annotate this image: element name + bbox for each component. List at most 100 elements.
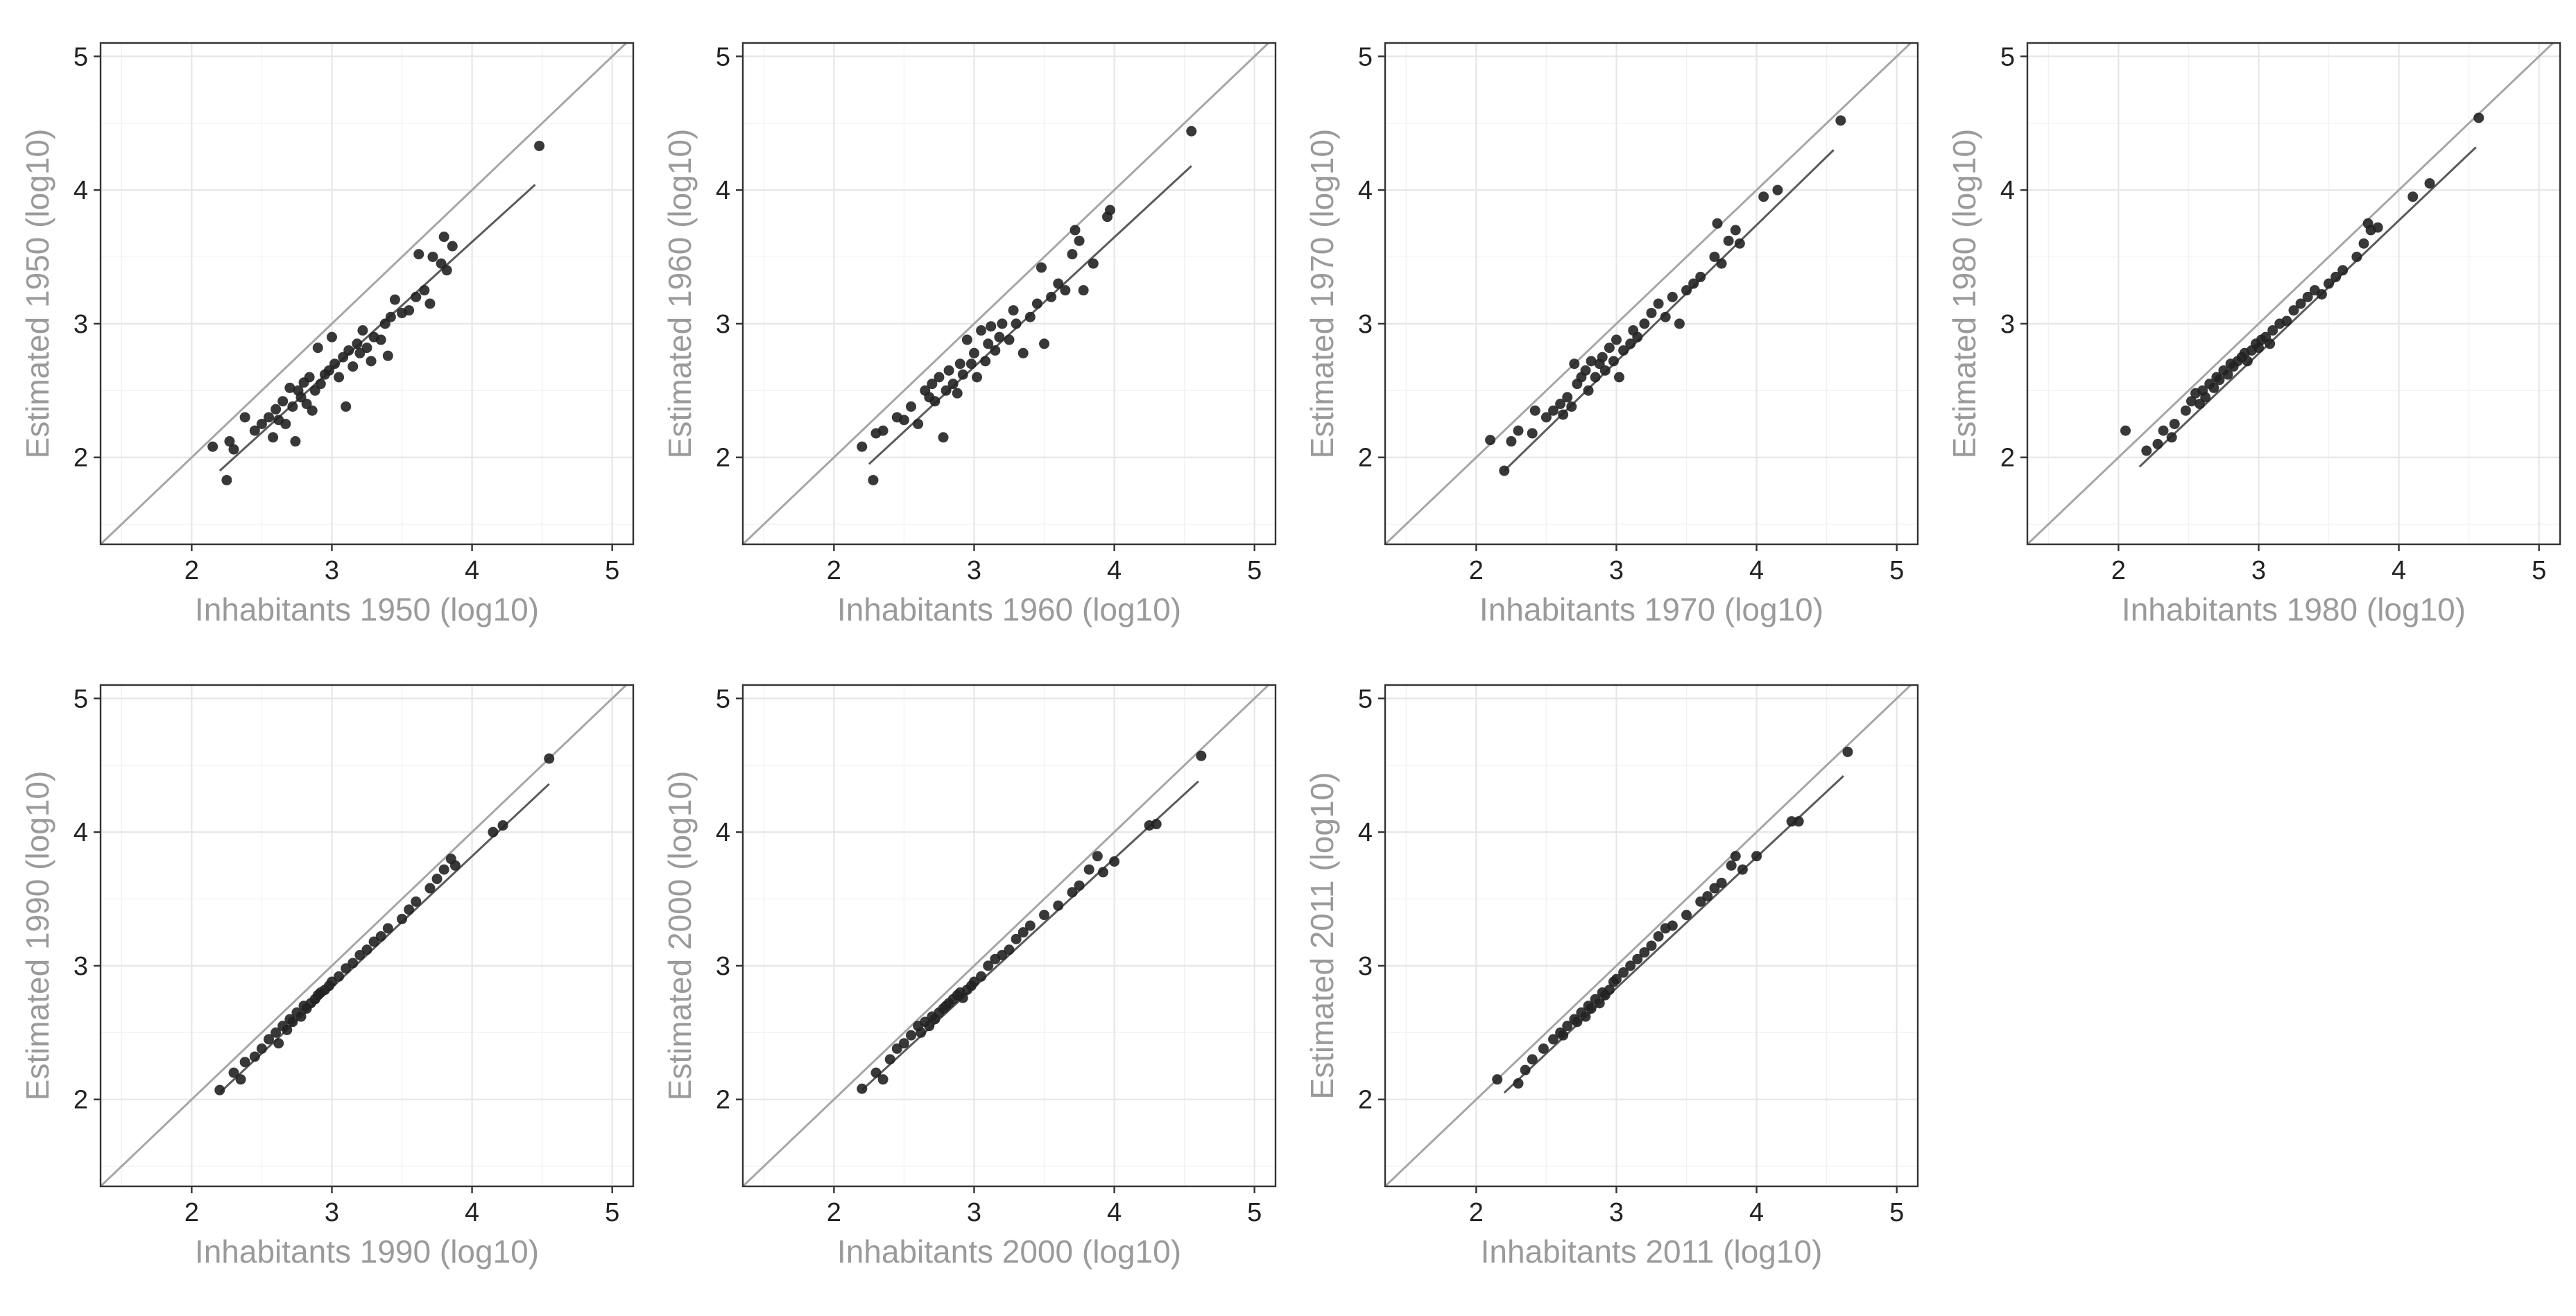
data-point	[913, 418, 924, 429]
data-point	[411, 291, 422, 302]
data-point	[1067, 887, 1078, 898]
data-point	[1151, 819, 1162, 830]
data-point	[273, 1038, 284, 1049]
data-point	[2180, 405, 2191, 416]
x-tick-label: 2	[827, 1198, 841, 1227]
data-point	[375, 334, 386, 345]
y-axis-title: Estimated 1980 (log10)	[1946, 129, 1982, 459]
data-point	[413, 249, 424, 260]
data-point	[385, 311, 396, 322]
data-point	[1681, 910, 1692, 921]
y-tick-label: 4	[74, 818, 88, 847]
x-tick-label: 3	[2251, 556, 2266, 585]
data-point	[934, 372, 945, 383]
data-point	[1608, 356, 1619, 367]
data-point	[1758, 191, 1769, 202]
data-point	[1039, 910, 1050, 921]
x-tick-label: 4	[2392, 556, 2406, 585]
data-point	[2337, 265, 2349, 276]
data-point	[1499, 465, 1510, 476]
data-point	[1751, 851, 1762, 862]
data-point	[1513, 1078, 1524, 1089]
data-point	[1599, 365, 1611, 376]
data-point	[287, 401, 298, 412]
data-point	[1614, 372, 1625, 383]
data-point	[1660, 311, 1671, 322]
data-point	[2358, 238, 2369, 249]
data-point	[1036, 262, 1047, 273]
data-point	[1625, 960, 1636, 971]
x-tick-label: 5	[1889, 556, 1904, 585]
data-point	[1653, 298, 1664, 309]
data-point	[1597, 352, 1608, 363]
data-point	[1625, 338, 1636, 349]
x-tick-label: 4	[1107, 556, 1122, 585]
data-point	[1562, 1021, 1573, 1032]
data-point	[1835, 115, 1846, 126]
panel-6: 2 3 4 5 2 3 4 5 Inhabitants 2000 (log10) Estimate…	[662, 684, 1277, 1270]
data-point	[366, 356, 377, 367]
data-point	[221, 474, 232, 485]
identity-line	[1385, 43, 1913, 544]
data-point	[1053, 278, 1064, 289]
plot-area	[743, 685, 1276, 1186]
x-tick-label: 2	[1469, 1198, 1484, 1227]
data-point	[1527, 1054, 1538, 1065]
data-point	[441, 265, 452, 276]
plot-area	[2027, 43, 2560, 544]
data-point	[2222, 369, 2233, 380]
data-point	[343, 345, 354, 356]
data-point	[1639, 947, 1650, 958]
x-tick-label: 2	[1469, 556, 1484, 585]
data-point	[961, 334, 972, 345]
data-point	[264, 412, 275, 423]
fit-line	[1503, 775, 1844, 1094]
data-point	[1492, 1074, 1503, 1085]
data-point	[404, 305, 415, 316]
data-point	[1737, 864, 1748, 875]
data-point	[943, 365, 954, 376]
plot-area	[101, 43, 633, 544]
data-point	[957, 992, 968, 1003]
data-point	[1716, 258, 1727, 269]
data-point	[983, 338, 994, 349]
data-point	[1730, 851, 1741, 862]
data-point	[2316, 288, 2327, 300]
data-point	[947, 379, 959, 390]
data-point	[2302, 291, 2313, 302]
data-point	[431, 874, 443, 885]
data-point	[214, 1084, 225, 1096]
data-point	[1105, 205, 1116, 216]
identity-line	[101, 43, 628, 544]
panel-5: 2 3 4 5 2 3 4 5 Inhabitants 1990 (log10) Estimate…	[19, 684, 635, 1270]
data-point	[983, 960, 994, 971]
data-point	[357, 325, 368, 336]
data-point	[352, 338, 363, 349]
data-point	[1709, 251, 1720, 262]
y-tick-label: 2	[74, 1086, 88, 1115]
panel-border	[741, 42, 1277, 546]
y-tick-label: 3	[1358, 952, 1373, 981]
data-point	[1109, 856, 1120, 867]
data-point	[1611, 973, 1622, 985]
y-axis-title: Estimated 1970 (log10)	[1304, 129, 1340, 459]
data-point	[1639, 318, 1650, 329]
data-point	[1485, 435, 1496, 446]
x-tick-label: 3	[967, 1198, 981, 1227]
data-point	[2120, 425, 2131, 436]
data-point	[1527, 428, 1538, 439]
data-point	[929, 396, 941, 407]
data-point	[2265, 338, 2276, 349]
panel-border	[99, 684, 635, 1188]
data-point	[239, 1057, 250, 1068]
y-tick-label: 3	[716, 952, 730, 981]
data-point	[488, 826, 499, 838]
fit-line	[861, 780, 1199, 1091]
data-point	[1031, 298, 1042, 309]
panel-border	[1384, 684, 1919, 1188]
data-point	[334, 372, 345, 383]
data-point	[884, 1054, 895, 1065]
data-point	[954, 358, 965, 370]
data-point	[1088, 258, 1099, 269]
data-point	[1604, 985, 1615, 996]
